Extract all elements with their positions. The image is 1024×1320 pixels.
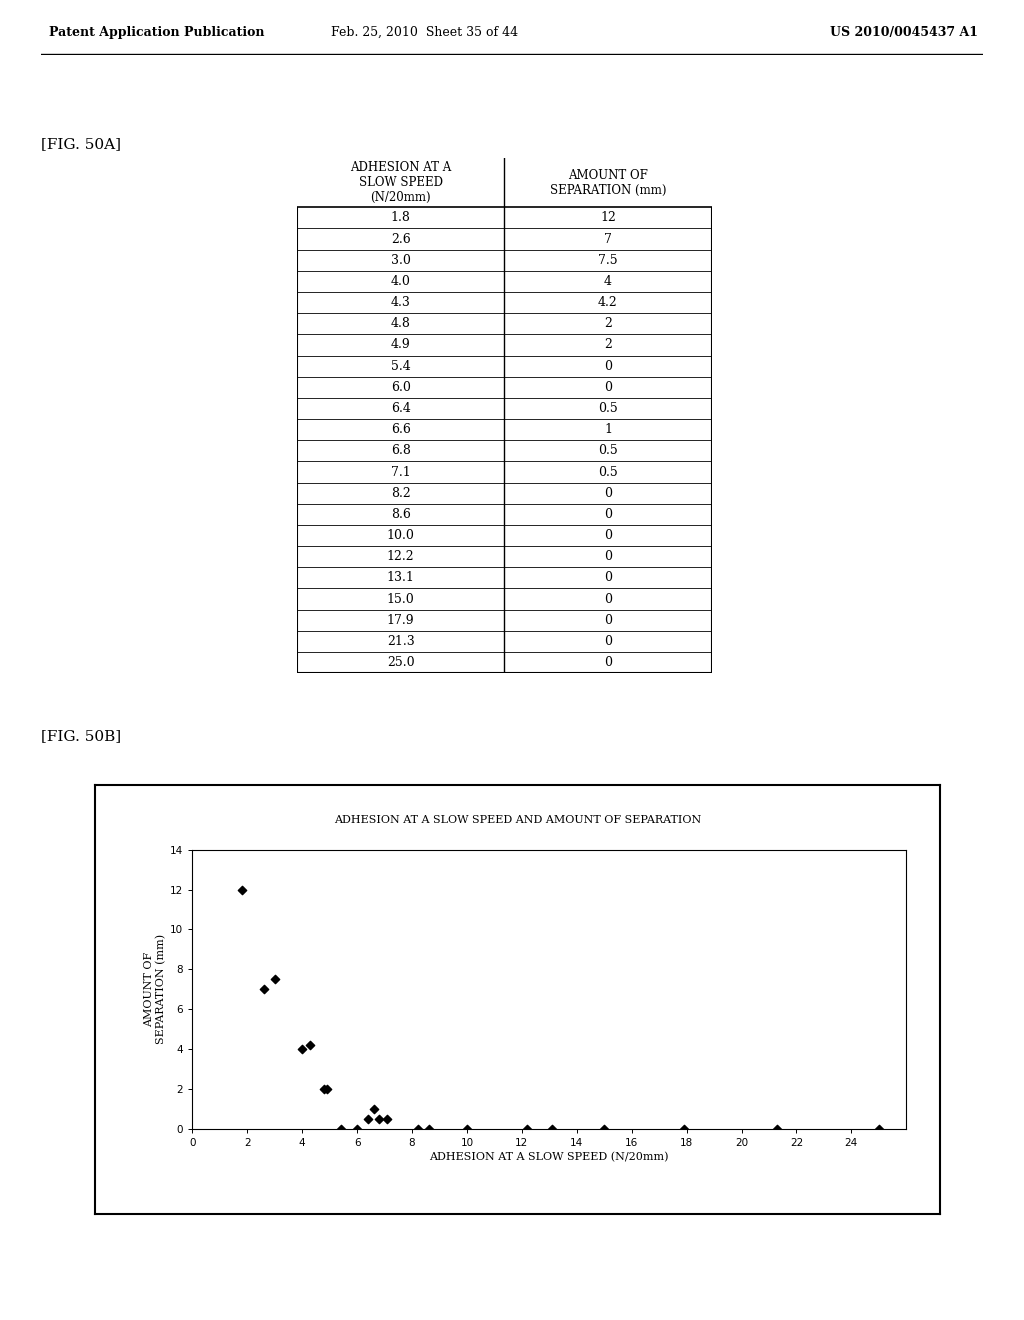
Text: 0: 0 <box>604 529 612 543</box>
Text: 0.5: 0.5 <box>598 466 617 479</box>
Text: 17.9: 17.9 <box>387 614 415 627</box>
Text: 13.1: 13.1 <box>387 572 415 585</box>
Point <box>256 978 272 999</box>
Text: [FIG. 50B]: [FIG. 50B] <box>41 729 121 743</box>
Text: 4.0: 4.0 <box>391 275 411 288</box>
Point <box>333 1118 349 1139</box>
Text: US 2010/0045437 A1: US 2010/0045437 A1 <box>829 26 978 38</box>
Point <box>349 1118 366 1139</box>
Text: 7: 7 <box>604 232 612 246</box>
Point <box>544 1118 560 1139</box>
Point <box>233 879 250 900</box>
Text: 4.9: 4.9 <box>391 338 411 351</box>
Text: Patent Application Publication: Patent Application Publication <box>49 26 264 38</box>
Text: 0: 0 <box>604 635 612 648</box>
Text: 15.0: 15.0 <box>387 593 415 606</box>
Bar <box>297 158 712 207</box>
Point <box>519 1118 536 1139</box>
Text: 25.0: 25.0 <box>387 656 415 669</box>
Text: 4.8: 4.8 <box>391 317 411 330</box>
Text: 4.2: 4.2 <box>598 296 617 309</box>
Text: 7.1: 7.1 <box>391 466 411 479</box>
Text: 3.0: 3.0 <box>391 253 411 267</box>
Point <box>318 1078 335 1100</box>
Text: 0.5: 0.5 <box>598 403 617 414</box>
Text: 4: 4 <box>604 275 612 288</box>
Text: 5.4: 5.4 <box>391 359 411 372</box>
Point <box>371 1107 387 1129</box>
Point <box>420 1118 436 1139</box>
X-axis label: ADHESION AT A SLOW SPEED (N/20mm): ADHESION AT A SLOW SPEED (N/20mm) <box>429 1152 669 1162</box>
Text: 2.6: 2.6 <box>391 232 411 246</box>
Text: 12.2: 12.2 <box>387 550 415 564</box>
Text: 6.8: 6.8 <box>391 445 411 457</box>
Text: 0: 0 <box>604 380 612 393</box>
Text: 1.8: 1.8 <box>391 211 411 224</box>
Text: 10.0: 10.0 <box>387 529 415 543</box>
Text: 0: 0 <box>604 359 612 372</box>
Text: 2: 2 <box>604 317 612 330</box>
Text: ADHESION AT A
SLOW SPEED
(N/20mm): ADHESION AT A SLOW SPEED (N/20mm) <box>350 161 452 205</box>
Text: 0: 0 <box>604 593 612 606</box>
Text: Feb. 25, 2010  Sheet 35 of 44: Feb. 25, 2010 Sheet 35 of 44 <box>332 26 518 38</box>
Text: 6.4: 6.4 <box>391 403 411 414</box>
Text: [FIG. 50A]: [FIG. 50A] <box>41 137 121 152</box>
Text: 7.5: 7.5 <box>598 253 617 267</box>
Y-axis label: AMOUNT OF
SEPARATION (mm): AMOUNT OF SEPARATION (mm) <box>144 935 166 1044</box>
Point <box>294 1039 310 1060</box>
Text: 0: 0 <box>604 572 612 585</box>
Text: 8.6: 8.6 <box>391 508 411 521</box>
Text: AMOUNT OF
SEPARATION (mm): AMOUNT OF SEPARATION (mm) <box>550 169 667 197</box>
Point <box>302 1035 318 1056</box>
Point <box>596 1118 612 1139</box>
Point <box>379 1107 395 1129</box>
Text: 6.6: 6.6 <box>391 424 411 436</box>
Text: 2: 2 <box>604 338 612 351</box>
Point <box>266 969 283 990</box>
Point <box>769 1118 785 1139</box>
Text: 0: 0 <box>604 508 612 521</box>
Text: 6.0: 6.0 <box>391 380 411 393</box>
Text: 0: 0 <box>604 656 612 669</box>
Point <box>410 1118 426 1139</box>
Text: 1: 1 <box>604 424 612 436</box>
Point <box>316 1078 333 1100</box>
Text: 0: 0 <box>604 550 612 564</box>
Point <box>366 1098 382 1119</box>
Point <box>870 1118 887 1139</box>
Text: 8.2: 8.2 <box>391 487 411 500</box>
Text: 0: 0 <box>604 487 612 500</box>
Text: 4.3: 4.3 <box>391 296 411 309</box>
Point <box>459 1118 475 1139</box>
Text: ADHESION AT A SLOW SPEED AND AMOUNT OF SEPARATION: ADHESION AT A SLOW SPEED AND AMOUNT OF S… <box>334 816 701 825</box>
Text: 21.3: 21.3 <box>387 635 415 648</box>
Point <box>676 1118 692 1139</box>
Text: 0: 0 <box>604 614 612 627</box>
Text: 12: 12 <box>600 211 616 224</box>
Text: 0.5: 0.5 <box>598 445 617 457</box>
Point <box>359 1107 376 1129</box>
